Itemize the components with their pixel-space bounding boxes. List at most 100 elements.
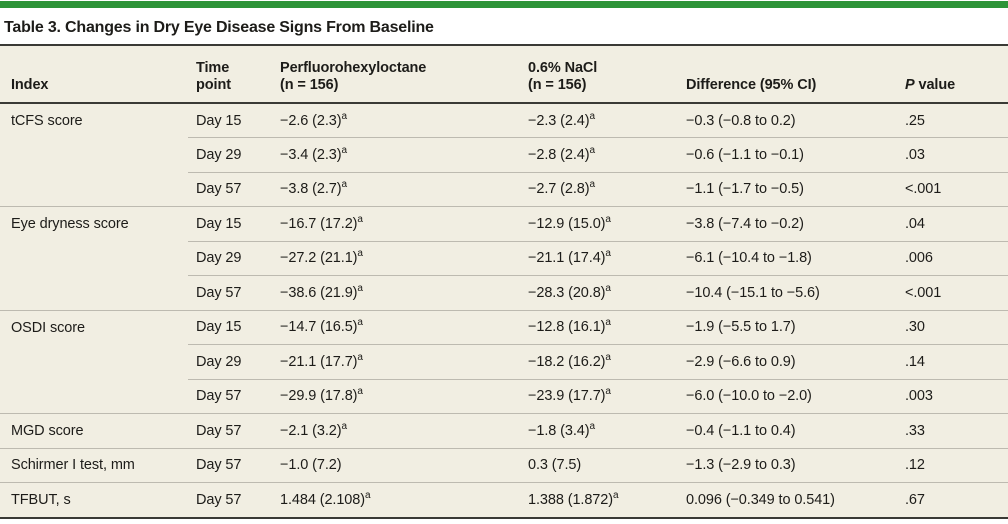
table-row: TFBUT, s Day 57 1.484 (2.108)a 1.388 (1.872… bbox=[0, 482, 1008, 517]
table-row: tCFS score Day 15 −2.6 (2.3)a −2.3 (2.4)a −0… bbox=[0, 103, 1008, 138]
footnote-marker: a bbox=[605, 386, 611, 398]
cell-p-value: .04 bbox=[897, 206, 1008, 241]
footnote-marker: a bbox=[357, 351, 363, 363]
accent-bar bbox=[0, 1, 1008, 8]
table-row: Day 29 −27.2 (21.1)a −21.1 (17.4)a −6.1 (−1… bbox=[0, 240, 1008, 276]
footnote-marker: a bbox=[357, 317, 363, 329]
cell-p-value: .006 bbox=[897, 240, 1008, 276]
cell-index: Eye dryness score bbox=[0, 206, 188, 241]
cell-difference: −0.3 (−0.8 to 0.2) bbox=[686, 112, 796, 129]
footnote-marker: a bbox=[605, 213, 611, 225]
footnote-marker: a bbox=[605, 351, 611, 363]
cell-index: OSDI score bbox=[0, 309, 188, 345]
table-body: tCFS score Day 15 −2.6 (2.3)a −2.3 (2.4)a −0… bbox=[0, 103, 1008, 517]
cell-difference: −6.0 (−10.0 to −2.0) bbox=[678, 378, 897, 414]
cell-difference: −3.8 (−7.4 to −0.2) bbox=[678, 206, 897, 241]
cell-difference: −10.4 (−15.1 to −5.6) bbox=[678, 275, 897, 310]
footnote-marker: a bbox=[589, 144, 595, 156]
cell-time-point: Day 57 bbox=[188, 447, 272, 483]
cell-time-point: Day 29 bbox=[188, 137, 272, 172]
footnote-marker: a bbox=[357, 213, 363, 225]
cell-index bbox=[0, 345, 188, 380]
cell-time-point: Day 57 bbox=[188, 171, 272, 207]
cell-nacl-value: −1.8 (3.4)a bbox=[520, 413, 678, 448]
cell-nacl-value: −12.9 (15.0)a bbox=[520, 206, 678, 241]
table-row: Schirmer I test, mm Day 57 −1.0 (7.2) 0.3 (… bbox=[0, 447, 1008, 483]
cell-time-point: Day 15 bbox=[196, 112, 242, 129]
cell-time-point: Day 57 bbox=[188, 482, 272, 517]
cell-time-point: Day 57 bbox=[188, 413, 272, 448]
column-header-time-point: Time point bbox=[188, 46, 272, 104]
table-row: OSDI score Day 15 −14.7 (16.5)a −12.8 (16.1… bbox=[0, 309, 1008, 345]
cell-index: Schirmer I test, mm bbox=[0, 447, 188, 483]
cell-pfh-value: −1.0 (7.2) bbox=[272, 447, 520, 483]
table-title: Table 3. Changes in Dry Eye Disease Sign… bbox=[4, 19, 434, 36]
footnote-marker: a bbox=[605, 317, 611, 329]
cell-index bbox=[0, 379, 188, 414]
footnote-marker: a bbox=[589, 179, 595, 191]
footnote-marker: a bbox=[612, 490, 619, 502]
cell-p-value: .67 bbox=[897, 482, 1008, 517]
cell-p-value: .25 bbox=[905, 112, 925, 129]
cell-difference: −0.4 (−1.1 to 0.4) bbox=[678, 413, 897, 448]
table-row: Day 29 −3.4 (2.3)a −2.8 (2.4)a −0.6 (−1.1 t… bbox=[0, 137, 1008, 173]
column-header-nacl: 0.6% NaCl (n = 156) bbox=[520, 46, 678, 104]
footnote-marker: a bbox=[341, 110, 347, 122]
cell-nacl-value: −23.9 (17.7)a bbox=[520, 378, 678, 414]
cell-time-point: Day 29 bbox=[188, 240, 272, 276]
cell-time-point: Day 15 bbox=[188, 309, 272, 345]
cell-p-value: .14 bbox=[897, 344, 1008, 379]
cell-time-point: Day 57 bbox=[188, 275, 272, 310]
table-row: Day 29 −21.1 (17.7)a −18.2 (16.2)a −2.9 (−6… bbox=[0, 344, 1008, 380]
cell-pfh-value: −3.4 (2.3)a bbox=[272, 137, 520, 172]
cell-index bbox=[0, 138, 188, 173]
footnote-marker: a bbox=[341, 420, 347, 432]
cell-nacl-value: −28.3 (20.8)a bbox=[520, 275, 678, 310]
cell-difference: −6.1 (−10.4 to −1.8) bbox=[678, 240, 897, 276]
table-row: Day 57 −38.6 (21.9)a −28.3 (20.8)a −10.4 (−… bbox=[0, 275, 1008, 311]
footnote-marker: a bbox=[605, 248, 611, 260]
cell-p-value: .003 bbox=[897, 378, 1008, 414]
cell-pfh-value: −29.9 (17.8)a bbox=[272, 378, 520, 414]
table-row: MGD score Day 57 −2.1 (3.2)a −1.8 (3.4)a −0.… bbox=[0, 413, 1008, 448]
cell-pfh-value: 1.484 (2.108)a bbox=[272, 482, 520, 517]
footnote-marker: a bbox=[341, 179, 347, 191]
footnote-marker: a bbox=[341, 144, 347, 156]
cell-time-point: Day 29 bbox=[188, 344, 272, 379]
cell-p-value: .03 bbox=[897, 137, 1008, 172]
cell-nacl-value: −2.8 (2.4)a bbox=[520, 137, 678, 172]
footnote-marker: a bbox=[357, 282, 363, 294]
cell-index: MGD score bbox=[0, 413, 188, 448]
cell-nacl-value: −2.3 (2.4)a bbox=[528, 110, 595, 129]
column-header-index: Index bbox=[0, 46, 188, 104]
footnote-marker: a bbox=[357, 248, 363, 260]
cell-nacl-value: −2.7 (2.8)a bbox=[520, 171, 678, 207]
cell-index bbox=[0, 241, 188, 276]
cell-time-point: Day 57 bbox=[188, 378, 272, 414]
cell-pfh-value: −2.6 (2.3)a bbox=[280, 110, 347, 129]
cell-difference: −1.3 (−2.9 to 0.3) bbox=[678, 447, 897, 483]
cell-time-point: Day 15 bbox=[188, 206, 272, 241]
cell-difference: −0.6 (−1.1 to −0.1) bbox=[678, 137, 897, 172]
title-block: Table 3. Changes in Dry Eye Disease Sign… bbox=[0, 8, 1008, 46]
cell-index: TFBUT, s bbox=[0, 482, 188, 517]
cell-index bbox=[0, 172, 188, 207]
header-row: Index Time point Perfluorohexyloctane (n… bbox=[0, 46, 1008, 104]
footnote-marker: a bbox=[364, 490, 371, 502]
cell-nacl-value: −21.1 (17.4)a bbox=[520, 240, 678, 276]
cell-difference: 0.096 (−0.349 to 0.541) bbox=[678, 482, 897, 517]
column-header-perfluorohexyloctane: Perfluorohexyloctane (n = 156) bbox=[272, 46, 520, 104]
table-row: Eye dryness score Day 15 −16.7 (17.2)a −12.… bbox=[0, 206, 1008, 241]
footnote-marker: a bbox=[589, 420, 595, 432]
cell-difference: −1.1 (−1.7 to −0.5) bbox=[678, 171, 897, 207]
cell-nacl-value: −18.2 (16.2)a bbox=[520, 344, 678, 379]
cell-p-value: .33 bbox=[897, 413, 1008, 448]
cell-pfh-value: −38.6 (21.9)a bbox=[272, 275, 520, 310]
dry-eye-signs-table: Index Time point Perfluorohexyloctane (n… bbox=[0, 46, 1008, 517]
cell-pfh-value: −27.2 (21.1)a bbox=[272, 240, 520, 276]
footnote-marker: a bbox=[357, 386, 363, 398]
cell-index: tCFS score bbox=[11, 112, 83, 129]
cell-p-value: <.001 bbox=[897, 171, 1008, 207]
cell-index bbox=[0, 276, 188, 311]
